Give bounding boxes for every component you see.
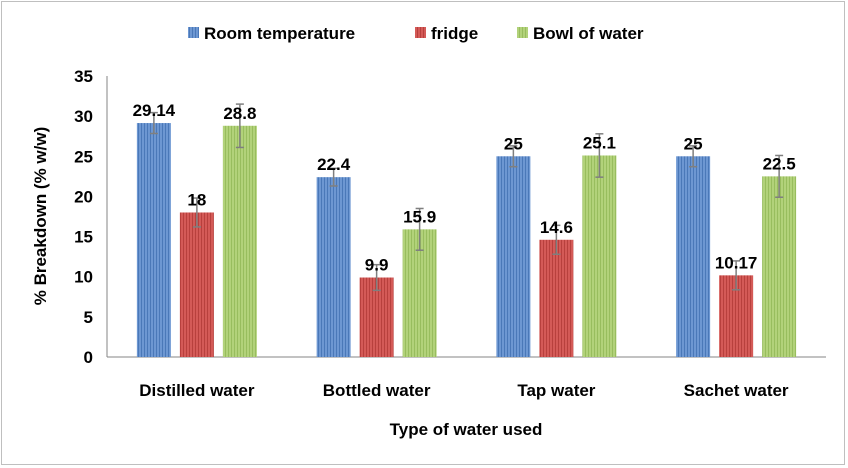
y-tick-label: 35 [74,67,93,86]
data-label: 15.9 [403,207,436,226]
error-bar [775,154,784,198]
error-bar [509,145,518,168]
error-bar [689,145,698,168]
bar-fridge-tap-water [539,239,574,357]
error-bar [415,207,424,251]
bar-fridge-distilled-water [179,212,214,357]
error-bar [235,103,244,149]
legend: Room temperature fridge Bowl of water [188,24,644,43]
data-label: 25 [684,134,703,153]
bar-bowl-of-water-tap-water [582,155,617,357]
error-bar [192,197,201,228]
y-tick-label: 10 [74,268,93,287]
x-axis-title: Type of water used [390,420,543,439]
bar-room-temperature-distilled-water [136,123,171,358]
bar-bowl-of-water-sachet-water [762,176,797,357]
legend-item-fridge: fridge [415,24,478,43]
data-label: 14.6 [540,218,573,237]
x-tick-label: Distilled water [139,381,255,400]
legend-swatch [415,27,426,38]
error-bar [372,263,381,292]
legend-item-room-temperature: Room temperature [188,24,355,43]
y-tick-label: 5 [84,308,93,327]
y-tick-label: 0 [84,348,93,367]
legend-label: fridge [431,24,478,43]
y-tick-label: 30 [74,107,93,126]
bar-room-temperature-tap-water [496,156,531,357]
data-label: 22.5 [763,154,796,173]
error-bar [149,111,158,135]
y-tick-labels: 0 5 10 15 20 25 30 35 [74,67,93,367]
error-bar [329,167,338,187]
x-tick-label: Sachet water [684,381,789,400]
legend-swatch [517,27,528,38]
error-bar [595,133,604,178]
bars: 29.14 18 28.8 22.4 9.9 15.9 25 14.6 25.1 25 10.17 2… [133,101,797,358]
error-bar [552,224,561,255]
data-label: 10.17 [715,253,758,272]
data-label: 25 [504,134,523,153]
legend-label: Room temperature [204,24,355,43]
y-tick-label: 15 [74,228,93,247]
legend-label: Bowl of water [533,24,644,43]
bar-room-temperature-bottled-water [316,177,351,357]
data-label: 9.9 [365,256,389,275]
y-tick-label: 20 [74,187,93,206]
data-label: 29.14 [133,101,176,120]
data-label: 25.1 [583,133,616,152]
y-tick-label: 25 [74,147,93,166]
x-tick-label: Bottled water [323,381,431,400]
error-bar [732,260,741,291]
bar-bowl-of-water-distilled-water [222,125,257,357]
data-label: 18 [187,190,206,209]
data-label: 22.4 [317,155,351,174]
bar-room-temperature-sachet-water [676,156,711,357]
legend-item-bowl-of-water: Bowl of water [517,24,644,43]
legend-swatch [188,27,199,38]
x-tick-label: Tap water [517,381,595,400]
x-tick-labels: Distilled water Bottled water Tap water Sac… [139,381,789,400]
data-label: 28.8 [223,104,256,123]
y-axis-title: % Breakdown (% w/w) [31,127,50,306]
